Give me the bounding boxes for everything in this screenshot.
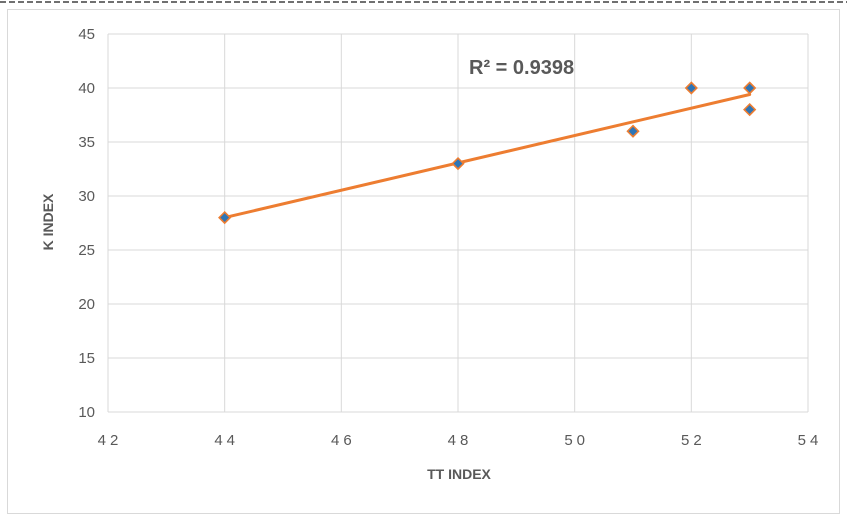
y-tick-label: 20 [78, 296, 95, 313]
x-tick-label: 46 [331, 432, 356, 449]
y-tick-label: 25 [78, 242, 95, 259]
x-tick-label: 48 [448, 432, 473, 449]
data-point [626, 124, 640, 138]
chart-area-border [7, 9, 840, 514]
x-axis-title: TT INDEX [427, 466, 491, 482]
data-point [218, 210, 232, 225]
y-tick-label: 45 [78, 26, 95, 43]
data-points [218, 81, 757, 225]
data-point [743, 102, 757, 117]
data-point [451, 156, 465, 171]
y-tick-label: 40 [78, 80, 95, 97]
grid [108, 33, 809, 412]
x-tick-label: 44 [214, 432, 239, 449]
x-tick-label: 54 [798, 432, 823, 449]
y-tick-label: 35 [78, 134, 95, 151]
x-tick-label: 50 [564, 432, 589, 449]
y-axis-title: K INDEX [40, 193, 56, 250]
data-point [684, 81, 698, 95]
y-tick-label: 30 [78, 188, 95, 205]
y-tick-label: 10 [78, 404, 95, 421]
y-tick-label: 15 [78, 350, 95, 367]
trendline [223, 92, 752, 220]
data-point [743, 81, 757, 95]
x-tick-label: 42 [98, 432, 123, 449]
tick-labels: 10 15 20 25 30 35 40 45 42 44 46 48 50 52 54 [78, 26, 823, 449]
x-tick-label: 52 [681, 432, 706, 449]
trendline-layer [223, 92, 752, 220]
r-squared-annotation: R² = 0.9398 [469, 57, 574, 79]
axes [107, 34, 808, 413]
